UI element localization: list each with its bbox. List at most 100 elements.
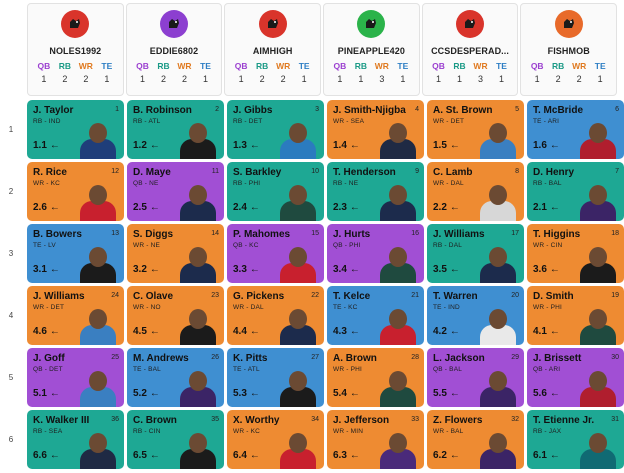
position-label: QB [333,61,347,71]
arrow-left-icon: ← [549,388,560,399]
team-card[interactable]: AIMHIGH QB RB WR TE 1 2 2 1 [224,3,322,96]
round-pick-value: 6.3 ← [333,450,360,461]
player-card[interactable]: T. McBride TE - ARI 6 1.6 ← [527,100,624,159]
player-card[interactable]: L. Jackson QB - BAL 29 5.5 ← [427,348,524,407]
position-count: 1 [202,74,208,84]
player-name: C. Olave [133,291,174,302]
player-name: T. Henderson [333,167,396,178]
player-name: D. Henry [533,167,575,178]
arrow-left-icon: ← [549,264,560,275]
arrow-left-icon: ← [449,450,460,461]
team-card[interactable]: PINEAPPLE420 QB RB WR TE 1 1 3 1 [323,3,420,96]
round-pick-text: 4.4 [233,326,247,337]
player-position-team: QB - PHI [333,242,361,249]
team-card[interactable]: CCSDESPERAD... QB RB WR TE 1 1 3 1 [421,3,519,96]
position-label: WR [276,61,291,71]
player-card[interactable]: J. Williams RB - DAL 17 3.5 ← [427,224,524,283]
round-pick-text: 3.5 [433,264,447,275]
player-card[interactable]: J. Smith-Njigba WR - SEA 4 1.4 ← [327,100,424,159]
dog-icon [160,10,188,38]
player-card[interactable]: C. Olave WR - NO 23 4.5 ← [127,286,224,345]
player-card[interactable]: S. Barkley RB - PHI 10 2.4 ← [227,162,324,221]
round-pick-text: 3.6 [533,264,547,275]
team-card[interactable]: NOLES1992 QB RB WR TE 1 2 2 1 [27,3,124,96]
player-card[interactable]: J. Hurts QB - PHI 16 3.4 ← [327,224,424,283]
player-card[interactable]: T. Higgins WR - CIN 18 3.6 ← [527,224,624,283]
position-count: 1 [41,74,47,84]
arrow-left-icon: ← [249,202,260,213]
round-pick-value: 3.6 ← [533,264,560,275]
round-pick-value: 6.1 ← [533,450,560,461]
player-card[interactable]: S. Diggs WR - NE 14 3.2 ← [127,224,224,283]
player-name: D. Maye [133,167,171,178]
position-count: 2 [555,74,561,84]
pick-number: 16 [411,230,419,237]
pick-number: 31 [611,416,619,423]
player-card[interactable]: J. Jefferson WR - MIN 33 6.3 ← [327,410,424,469]
player-photo [78,369,118,407]
position-count: 1 [337,74,343,84]
team-name: EDDIE6802 [149,46,199,56]
player-photo [478,369,518,407]
player-card[interactable]: D. Smith WR - PHI 19 4.1 ← [527,286,624,345]
player-card[interactable]: A. Brown WR - PHI 28 5.4 ← [327,348,424,407]
position-label: TE [101,61,113,71]
player-position-team: QB - ARI [533,366,561,373]
position-label: WR [374,61,389,71]
player-position-team: TE - LV [33,242,56,249]
team-card[interactable]: FISHMOB QB RB WR TE 1 2 2 1 [520,3,618,96]
player-card[interactable]: T. Henderson RB - NE 9 2.3 ← [327,162,424,221]
position-labels: QB RB WR TE [530,61,608,71]
arrow-left-icon: ← [49,388,60,399]
player-card[interactable]: T. Etienne Jr. RB - JAX 31 6.1 ← [527,410,624,469]
round-pick-text: 1.1 [33,140,47,151]
player-photo [178,245,218,283]
round-pick-text: 5.6 [533,388,547,399]
player-position-team: RB - DET [233,118,263,125]
player-photo [478,183,518,221]
player-photo [278,183,318,221]
team-header-row: NOLES1992 QB RB WR TE 1 2 2 1 EDDIE6802 QB RB WR TE 1 2… [27,3,618,96]
round-pick-text: 1.3 [233,140,247,151]
pick-number: 24 [111,292,119,299]
player-position-team: WR - BAL [433,428,464,435]
player-card[interactable]: D. Maye QB - NE 11 2.5 ← [127,162,224,221]
player-card[interactable]: J. Goff QB - DET 25 5.1 ← [27,348,124,407]
player-card[interactable]: Z. Flowers WR - BAL 32 6.2 ← [427,410,524,469]
player-card[interactable]: K. Walker III RB - SEA 36 6.6 ← [27,410,124,469]
round-pick-text: 3.1 [33,264,47,275]
player-card[interactable]: T. Warren TE - IND 20 4.2 ← [427,286,524,345]
player-card[interactable]: R. Rice WR - KC 12 2.6 ← [27,162,124,221]
round-pick-text: 1.6 [533,140,547,151]
pick-number: 11 [211,168,219,175]
pick-number: 15 [311,230,319,237]
player-card[interactable]: B. Bowers TE - LV 13 3.1 ← [27,224,124,283]
position-label: RB [256,61,269,71]
player-card[interactable]: C. Lamb WR - DAL 8 2.2 ← [427,162,524,221]
player-card[interactable]: M. Andrews TE - BAL 26 5.2 ← [127,348,224,407]
team-name: PINEAPPLE420 [337,46,405,56]
player-card[interactable]: P. Mahomes QB - KC 15 3.3 ← [227,224,324,283]
player-card[interactable]: J. Williams WR - DET 24 4.6 ← [27,286,124,345]
player-card[interactable]: T. Kelce TE - KC 21 4.3 ← [327,286,424,345]
pick-number: 28 [411,354,419,361]
arrow-left-icon: ← [149,140,160,151]
round-pick-value: 5.1 ← [33,388,60,399]
team-card[interactable]: EDDIE6802 QB RB WR TE 1 2 2 1 [125,3,223,96]
player-card[interactable]: J. Taylor RB - IND 1 1.1 ← [27,100,124,159]
player-card[interactable]: C. Brown RB - CIN 35 6.5 ← [127,410,224,469]
player-card[interactable]: J. Gibbs RB - DET 3 1.3 ← [227,100,324,159]
player-card[interactable]: J. Brissett QB - ARI 30 5.6 ← [527,348,624,407]
position-counts: 1 2 2 1 [135,74,213,84]
round-pick-value: 2.2 ← [433,202,460,213]
player-card[interactable]: K. Pitts TE - ATL 27 5.3 ← [227,348,324,407]
player-card[interactable]: X. Worthy WR - KC 34 6.4 ← [227,410,324,469]
arrow-left-icon: ← [349,264,360,275]
position-label: WR [177,61,192,71]
round-pick-value: 3.1 ← [33,264,60,275]
player-card[interactable]: A. St. Brown WR - DET 5 1.5 ← [427,100,524,159]
round-pick-text: 1.2 [133,140,147,151]
player-card[interactable]: B. Robinson RB - ATL 2 1.2 ← [127,100,224,159]
player-card[interactable]: D. Henry RB - BAL 7 2.1 ← [527,162,624,221]
player-card[interactable]: G. Pickens WR - DAL 22 4.4 ← [227,286,324,345]
